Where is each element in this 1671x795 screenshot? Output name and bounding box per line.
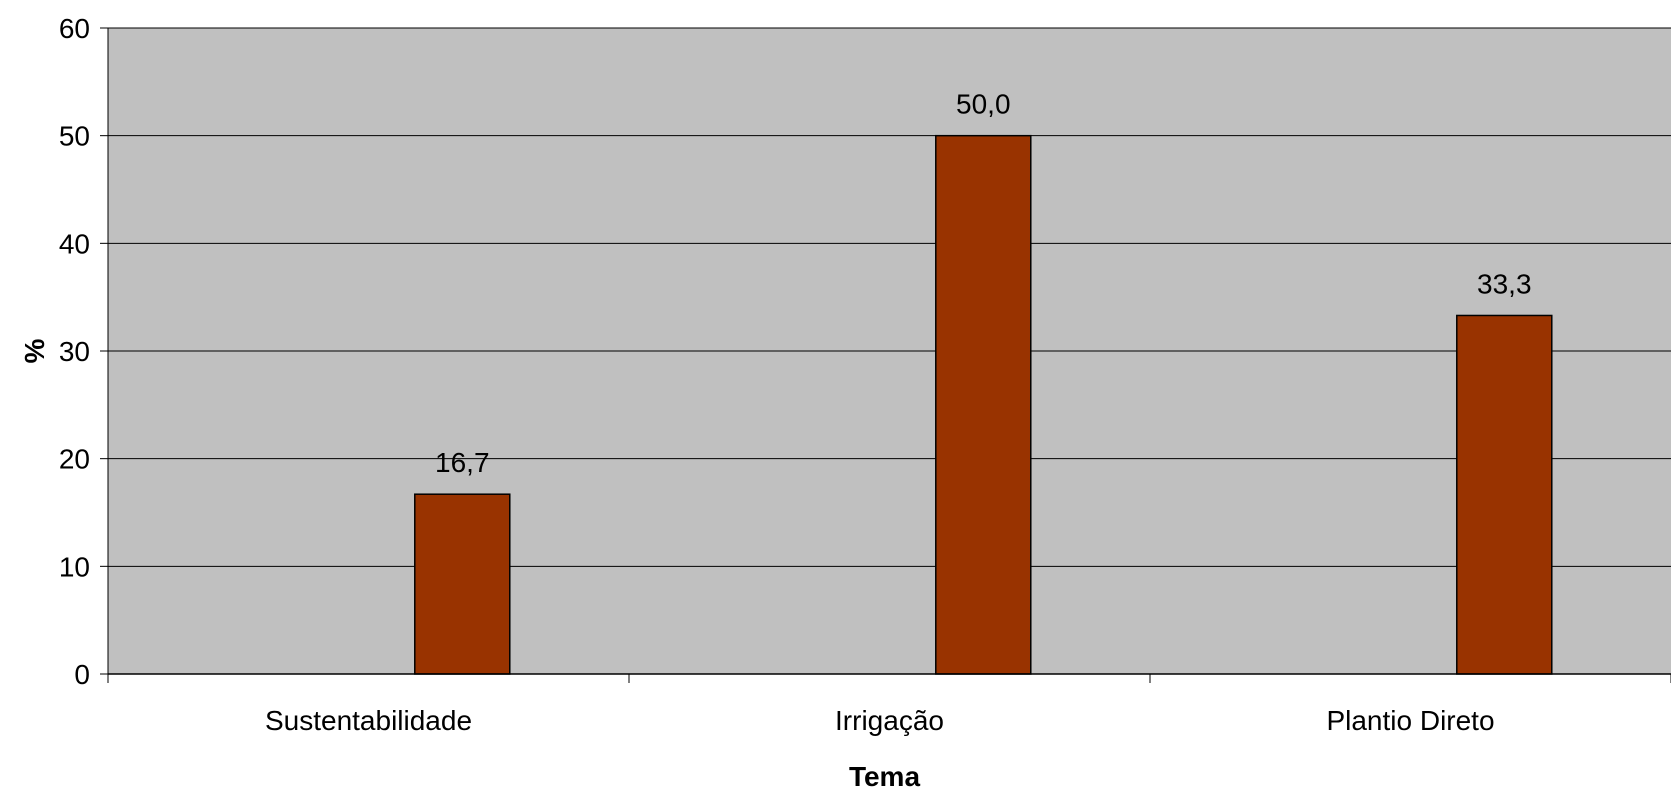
bars: [414, 134, 1553, 675]
x-category-label: Sustentabilidade: [265, 705, 472, 736]
data-label: 33,3: [1477, 268, 1532, 299]
y-tick-labels: 0 10 20 30 40 50 60: [59, 13, 90, 690]
bar: [1456, 314, 1553, 675]
y-tick-label: 40: [59, 228, 90, 259]
x-category-label: Irrigação: [835, 705, 944, 736]
axes: [100, 27, 1671, 683]
y-tick-label: 0: [74, 659, 90, 690]
y-tick-label: 20: [59, 444, 90, 475]
bar: [935, 134, 1032, 675]
y-tick-label: 50: [59, 121, 90, 152]
x-category-labels: Sustentabilidade Irrigação Plantio Direto: [265, 705, 1495, 736]
x-axis-title: Tema: [849, 761, 920, 792]
y-tick-label: 60: [59, 13, 90, 44]
bar: [414, 493, 511, 675]
y-tick-label: 30: [59, 336, 90, 367]
data-labels: 16,7 50,0 33,3: [435, 89, 1532, 479]
y-axis-title: %: [19, 338, 50, 363]
data-label: 50,0: [956, 89, 1011, 120]
x-category-label: Plantio Direto: [1326, 705, 1494, 736]
gridlines: [108, 27, 1671, 567]
data-label: 16,7: [435, 447, 490, 478]
y-tick-label: 10: [59, 551, 90, 582]
